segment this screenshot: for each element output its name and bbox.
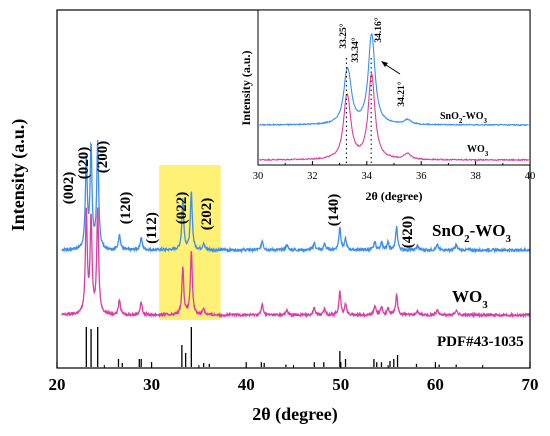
peak-annotation: (112)	[144, 212, 160, 244]
main-x-tick-label: 20	[49, 375, 66, 394]
peak-annotation: (420)	[400, 216, 416, 249]
series-line-sno2-wo3	[61, 139, 531, 254]
main-x-tick-label: 30	[143, 375, 160, 394]
reference-label: PDF#43-1035	[437, 334, 524, 350]
inset-background	[258, 10, 530, 165]
reference-sticks	[85, 327, 457, 367]
peak-annotation: (200)	[95, 141, 111, 174]
inset-x-tick-label: 38	[470, 171, 481, 182]
inset-x-axis-label: 2θ (degree)	[365, 189, 422, 203]
inset-series-line-sno2-wo3	[259, 33, 529, 127]
main-x-tick-label: 50	[332, 375, 349, 394]
inset-x-tick-label: 30	[253, 171, 264, 182]
series-line-wo3	[61, 207, 531, 319]
inset-y-axis-label: Intensity (a.u.)	[239, 50, 253, 125]
main-x-tick-label: 70	[522, 375, 539, 394]
inset-series-label-wo3: WO3	[467, 144, 489, 158]
peak-annotation: (022)	[174, 192, 190, 225]
inset-series-group	[258, 33, 530, 162]
main-x-tick-label: 60	[427, 375, 444, 394]
main-x-tick-label: 40	[238, 375, 255, 394]
peak-annotation: (120)	[118, 192, 134, 225]
inset-series-line-wo3	[258, 72, 530, 162]
inset-x-tick-label: 32	[307, 171, 318, 182]
inset-arrow-head	[381, 61, 388, 67]
inset-x-tick-label: 36	[416, 171, 427, 182]
peak-annotation: (020)	[76, 147, 92, 180]
inset-peak-label-4: 34.21°	[396, 81, 407, 106]
inset-x-tick-label: 40	[525, 171, 536, 182]
main-series-group	[61, 139, 531, 319]
inset-peak-label-2: 33.34°	[350, 37, 361, 62]
inset-peak-label-1: 33.25°	[338, 23, 349, 48]
peak-annotation: (202)	[199, 198, 215, 231]
inset-peak-label-3: 34.16°	[373, 17, 384, 42]
peak-annotation: (140)	[326, 194, 342, 227]
main-y-axis-label: Intensity (a.u.)	[8, 119, 29, 232]
main-x-ticks: 20 30 40 50 60 70	[49, 362, 539, 394]
main-peak-annotations: (002)(020) (200) (120) (112) (022) (202) (140)…	[61, 141, 416, 249]
inset-x-ticks: 30 32 34 36 38 40	[253, 161, 536, 182]
main-series-label-wo3: WO3	[452, 287, 488, 311]
peak-annotation: (002)	[61, 172, 77, 205]
inset-x-tick-label: 34	[362, 171, 373, 182]
main-x-axis-label: 2θ (degree)	[252, 404, 338, 425]
main-series-label-sno2: SnO2-WO3	[432, 221, 512, 245]
inset-series-label-sno2: SnO2-WO3	[440, 111, 488, 125]
